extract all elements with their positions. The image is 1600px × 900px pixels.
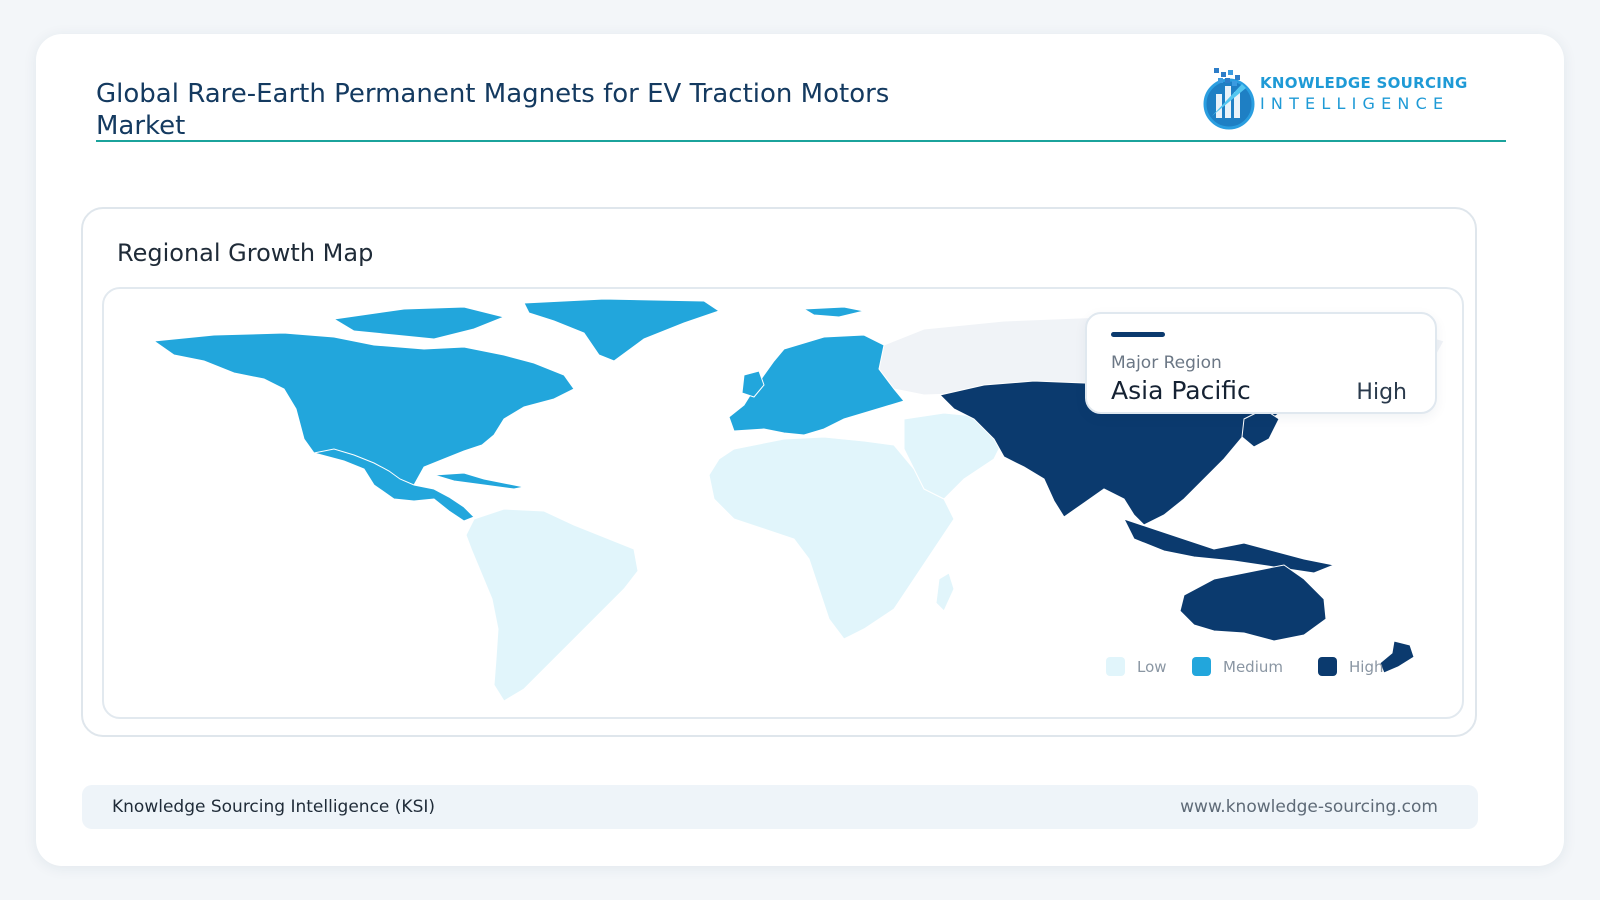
legend-swatch-low bbox=[1106, 657, 1125, 676]
logo-text-bottom: INTELLIGENCE bbox=[1260, 94, 1450, 113]
region-africa bbox=[708, 436, 955, 640]
region-greenland bbox=[523, 298, 721, 362]
region-madagascar bbox=[935, 572, 955, 612]
region-svalbard bbox=[802, 306, 865, 318]
region-north-america bbox=[152, 332, 575, 500]
region-uk bbox=[741, 370, 765, 398]
region-caribbean bbox=[433, 472, 525, 490]
legend-label-high: High bbox=[1349, 658, 1384, 676]
map-panel: Regional Growth Map bbox=[81, 207, 1477, 737]
legend-swatch-medium bbox=[1192, 657, 1211, 676]
company-logo: KNOWLEDGE SOURCING INTELLIGENCE bbox=[1202, 60, 1467, 132]
callout-accent-bar bbox=[1111, 332, 1165, 337]
legend-label-low: Low bbox=[1137, 658, 1167, 676]
map-frame: Major Region Asia Pacific High Low Mediu… bbox=[102, 287, 1464, 719]
legend-swatch-high bbox=[1318, 657, 1337, 676]
callout-label: Major Region bbox=[1111, 353, 1222, 373]
page-footer: Knowledge Sourcing Intelligence (KSI) ww… bbox=[82, 785, 1478, 829]
region-se-asia bbox=[1123, 518, 1336, 574]
region-new-zealand bbox=[1379, 640, 1415, 674]
region-central-america bbox=[313, 448, 475, 522]
logo-text-top: KNOWLEDGE SOURCING bbox=[1260, 74, 1468, 92]
logo-icon bbox=[1203, 68, 1255, 130]
region-south-america bbox=[465, 508, 639, 702]
callout-level: High bbox=[1356, 380, 1407, 405]
region-arctic-islands bbox=[332, 306, 506, 340]
major-region-callout: Major Region Asia Pacific High bbox=[1085, 312, 1437, 414]
footer-website[interactable]: www.knowledge-sourcing.com bbox=[1180, 797, 1438, 817]
panel-title: Regional Growth Map bbox=[117, 239, 374, 267]
page-header: Global Rare-Earth Permanent Magnets for … bbox=[96, 68, 1506, 142]
callout-region: Asia Pacific bbox=[1111, 376, 1251, 405]
legend-label-medium: Medium bbox=[1223, 658, 1283, 676]
region-australia bbox=[1179, 564, 1327, 642]
page-title: Global Rare-Earth Permanent Magnets for … bbox=[96, 79, 890, 141]
footer-company: Knowledge Sourcing Intelligence (KSI) bbox=[112, 797, 436, 817]
world-map bbox=[152, 298, 1445, 702]
